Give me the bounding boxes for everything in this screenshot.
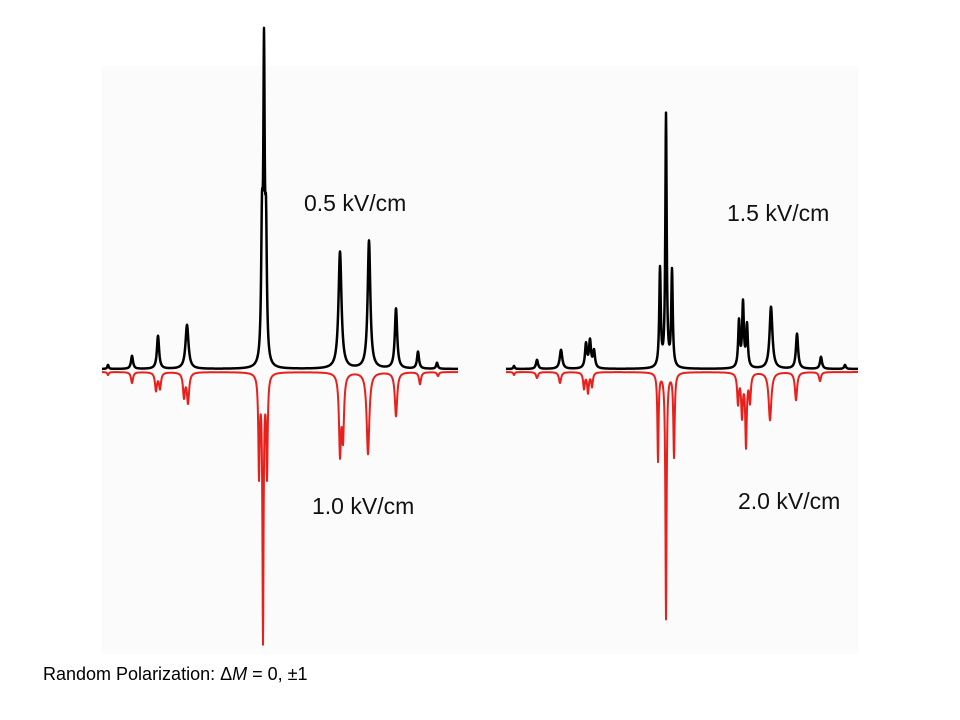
figure-panel <box>102 66 858 654</box>
caption: Random Polarization: ΔM = 0, ±1 <box>43 664 308 685</box>
label-1-0-kv-cm: 1.0 kV/cm <box>312 493 415 519</box>
caption-prefix: Random Polarization: <box>43 664 221 684</box>
caption-suffix: = 0, ±1 <box>247 664 308 684</box>
spectrum-trace-left-up <box>101 26 459 371</box>
caption-variable: M <box>232 664 248 684</box>
spectrum-trace-right-up <box>505 111 859 371</box>
label-0-5-kv-cm: 0.5 kV/cm <box>304 190 407 216</box>
spectrum-trace-left-down <box>101 371 459 646</box>
label-2-0-kv-cm: 2.0 kV/cm <box>738 488 841 514</box>
caption-delta: Δ <box>220 664 233 684</box>
spectrum-trace-right-down <box>505 371 859 621</box>
label-1-5-kv-cm: 1.5 kV/cm <box>727 200 830 226</box>
